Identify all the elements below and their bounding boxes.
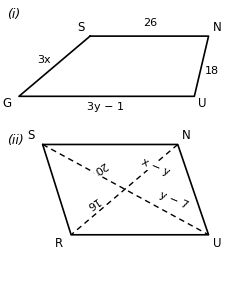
Text: x − y: x − y (140, 157, 171, 178)
Text: G: G (3, 97, 12, 110)
Text: S: S (27, 129, 35, 142)
Text: 3y − 1: 3y − 1 (87, 102, 124, 112)
Text: 16: 16 (83, 195, 100, 211)
Text: 3x: 3x (37, 55, 51, 65)
Text: (i): (i) (7, 8, 20, 20)
Text: N: N (213, 20, 221, 34)
Text: 26: 26 (143, 17, 158, 28)
Text: 18: 18 (205, 66, 219, 76)
Text: S: S (77, 20, 84, 34)
Text: (ii): (ii) (7, 134, 24, 147)
Text: U: U (213, 237, 222, 250)
Text: U: U (198, 97, 207, 110)
Text: y − 7: y − 7 (158, 190, 190, 211)
Text: 20: 20 (91, 159, 108, 175)
Text: N: N (182, 129, 190, 142)
Text: R: R (55, 237, 63, 250)
